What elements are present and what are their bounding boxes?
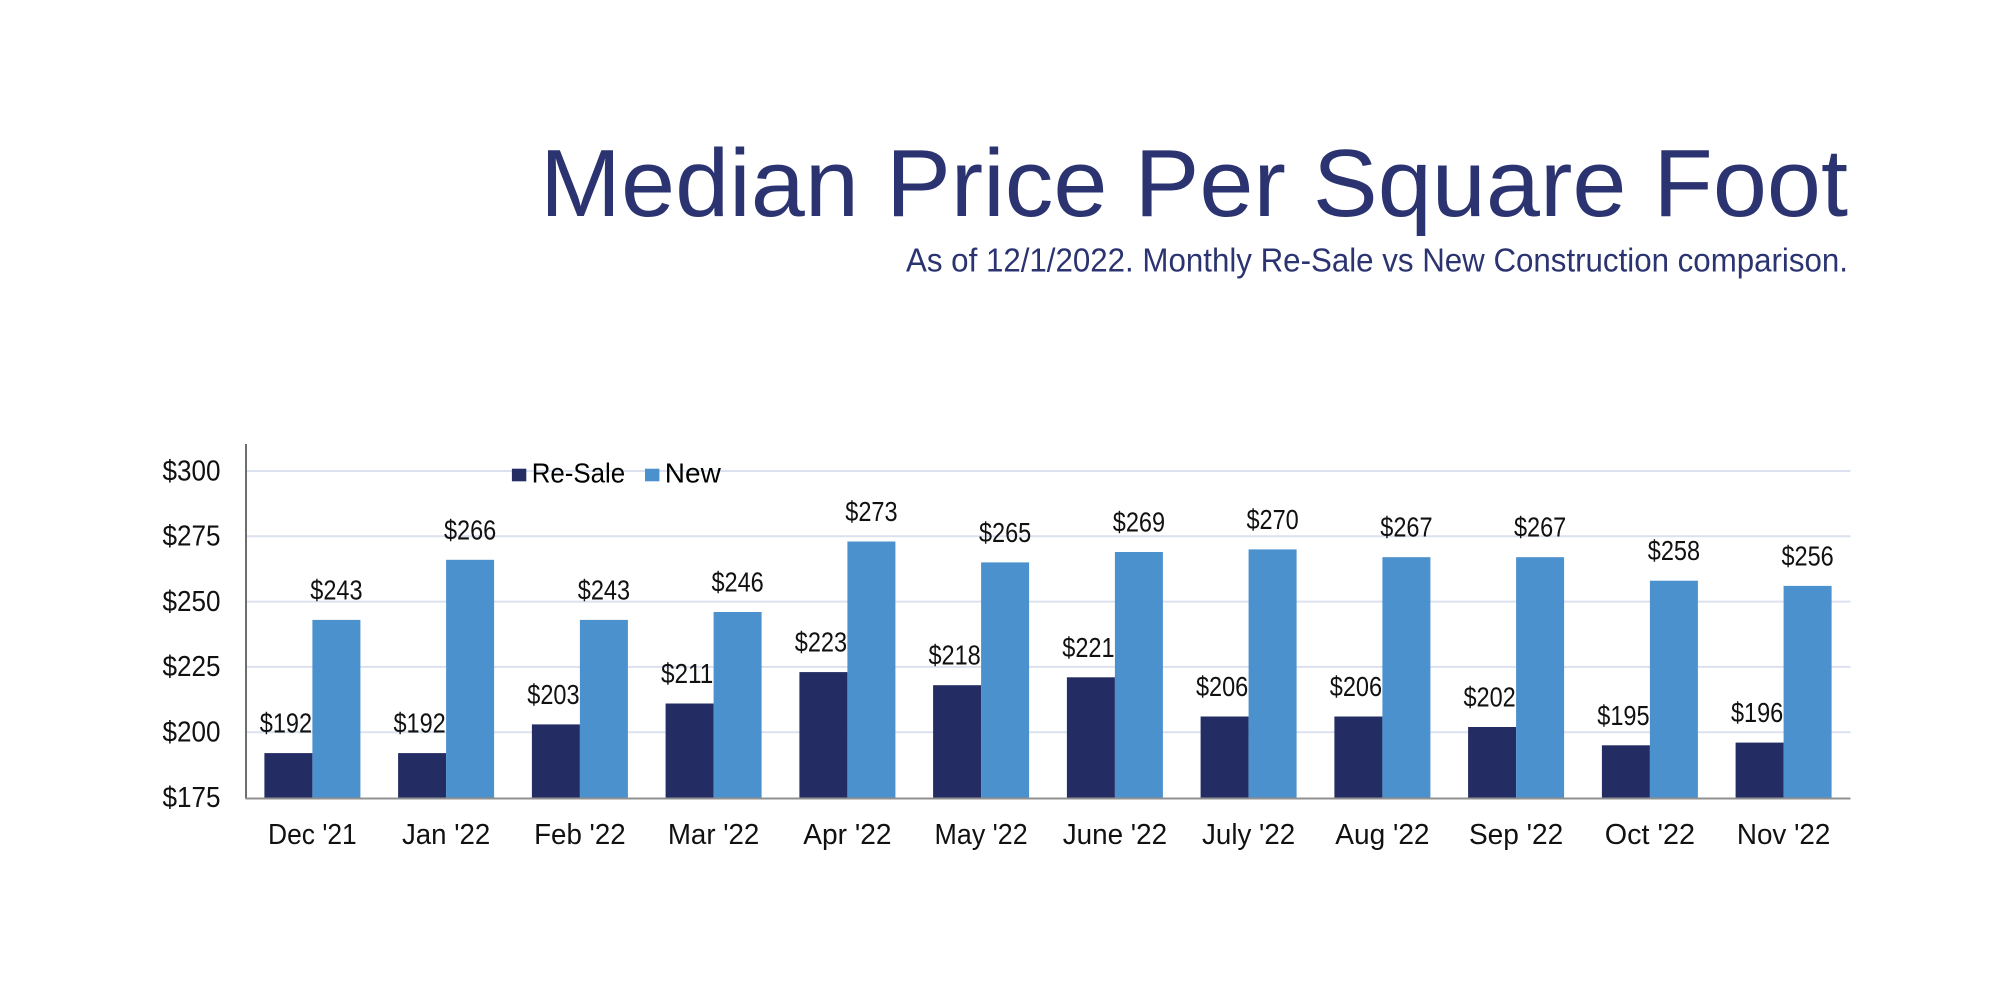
svg-text:$196: $196 <box>1731 697 1783 728</box>
svg-text:$267: $267 <box>1514 512 1566 543</box>
svg-text:$265: $265 <box>979 517 1031 548</box>
svg-text:$192: $192 <box>393 708 445 739</box>
svg-text:$256: $256 <box>1781 540 1833 571</box>
svg-text:$246: $246 <box>711 567 763 598</box>
svg-text:$270: $270 <box>1246 504 1298 535</box>
svg-text:$266: $266 <box>444 514 496 545</box>
svg-text:Mar '22: Mar '22 <box>668 819 760 851</box>
svg-text:$192: $192 <box>260 708 312 739</box>
svg-text:$211: $211 <box>661 658 713 689</box>
svg-text:$175: $175 <box>163 782 221 814</box>
svg-text:Oct '22: Oct '22 <box>1605 819 1695 851</box>
svg-text:Sep '22: Sep '22 <box>1469 819 1563 851</box>
svg-text:$243: $243 <box>310 574 362 605</box>
svg-text:$206: $206 <box>1196 671 1248 702</box>
svg-text:$221: $221 <box>1062 632 1114 663</box>
svg-text:$267: $267 <box>1380 512 1432 543</box>
svg-text:As of 12/1/2022. Monthly Re-Sa: As of 12/1/2022. Monthly Re-Sale vs New … <box>906 241 1848 278</box>
svg-text:Re-Sale: Re-Sale <box>532 458 626 489</box>
svg-text:Nov '22: Nov '22 <box>1737 819 1831 851</box>
svg-text:May '22: May '22 <box>935 819 1028 851</box>
svg-text:$258: $258 <box>1648 535 1700 566</box>
svg-text:Dec '21: Dec '21 <box>268 819 357 851</box>
svg-text:$206: $206 <box>1330 671 1382 702</box>
svg-text:$243: $243 <box>578 574 630 605</box>
svg-text:$223: $223 <box>795 627 847 658</box>
svg-text:$300: $300 <box>163 455 221 487</box>
svg-text:Aug '22: Aug '22 <box>1335 819 1429 851</box>
svg-text:Feb '22: Feb '22 <box>534 819 626 851</box>
svg-text:$195: $195 <box>1597 700 1649 731</box>
svg-text:$202: $202 <box>1463 682 1515 713</box>
svg-text:$203: $203 <box>527 679 579 710</box>
svg-text:$273: $273 <box>845 496 897 527</box>
svg-text:Jan '22: Jan '22 <box>402 819 490 851</box>
svg-text:$218: $218 <box>928 640 980 671</box>
svg-text:New: New <box>665 458 721 489</box>
svg-text:July '22: July '22 <box>1202 819 1295 851</box>
svg-text:$250: $250 <box>163 586 221 618</box>
svg-text:Median Price Per Square Foot: Median Price Per Square Foot <box>540 130 1848 237</box>
svg-text:June '22: June '22 <box>1063 819 1167 851</box>
svg-text:Apr '22: Apr '22 <box>803 819 891 851</box>
svg-text:$200: $200 <box>163 717 221 749</box>
svg-text:$275: $275 <box>163 521 221 553</box>
svg-text:$225: $225 <box>163 651 221 683</box>
svg-text:$269: $269 <box>1113 507 1165 538</box>
